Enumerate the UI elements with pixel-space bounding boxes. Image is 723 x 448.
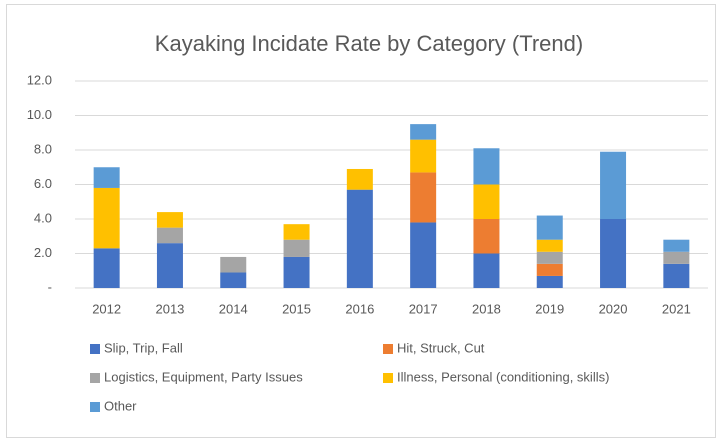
legend-label: Slip, Trip, Fall — [104, 340, 183, 355]
y-tick-label: 8.0 — [34, 141, 52, 156]
bar-segment — [283, 224, 310, 240]
bar-segment — [663, 239, 690, 252]
x-tick-label: 2019 — [535, 301, 564, 316]
y-tick-label: 2.0 — [34, 245, 52, 260]
bar-segment — [600, 219, 627, 288]
bar-segment — [346, 189, 373, 288]
bar-segment — [410, 139, 437, 173]
y-tick-label: 10.0 — [27, 107, 52, 122]
bar-segment — [536, 275, 563, 288]
bar-segment — [663, 251, 690, 264]
x-tick-label: 2020 — [599, 301, 628, 316]
legend-label: Other — [104, 398, 137, 413]
bar-segment — [663, 263, 690, 288]
bar-segment — [473, 148, 500, 185]
x-tick-label: 2021 — [662, 301, 691, 316]
bar-segment — [536, 251, 563, 264]
bar-segment — [220, 256, 247, 273]
bar-segment — [156, 243, 183, 288]
y-tick-label: - — [48, 279, 52, 294]
bar-segment — [473, 184, 500, 219]
bar-segment — [346, 168, 373, 190]
legend-label: Logistics, Equipment, Party Issues — [104, 369, 303, 384]
bar-segment — [410, 172, 437, 223]
bar-segment — [93, 248, 120, 288]
y-tick-label: 6.0 — [34, 176, 52, 191]
legend-swatch — [383, 373, 393, 383]
legend-swatch — [90, 402, 100, 412]
legend-swatch — [383, 344, 393, 354]
legend-swatch — [90, 344, 100, 354]
legend-label: Hit, Struck, Cut — [397, 340, 485, 355]
bar-segment — [410, 124, 437, 140]
bar-segment — [536, 239, 563, 252]
x-tick-label: 2015 — [282, 301, 311, 316]
bar-segment — [220, 272, 247, 288]
chart-title: Kayaking Incidate Rate by Category (Tren… — [155, 31, 583, 56]
x-tick-label: 2018 — [472, 301, 501, 316]
bar-segment — [93, 167, 120, 188]
x-tick-label: 2017 — [409, 301, 438, 316]
bar-segment — [600, 151, 627, 219]
y-tick-label: 12.0 — [27, 72, 52, 87]
bar-segment — [410, 222, 437, 288]
y-tick-label: 4.0 — [34, 210, 52, 225]
bar-segment — [93, 187, 120, 249]
bar-segment — [156, 227, 183, 244]
legend-label: Illness, Personal (conditioning, skills) — [397, 369, 609, 384]
bar-segment — [473, 253, 500, 288]
bar-segment — [536, 215, 563, 240]
x-tick-label: 2012 — [92, 301, 121, 316]
legend-swatch — [90, 373, 100, 383]
x-tick-label: 2016 — [345, 301, 374, 316]
bar-segment — [536, 263, 563, 276]
x-tick-label: 2013 — [155, 301, 184, 316]
bar-segment — [473, 219, 500, 254]
bar-segment — [283, 239, 310, 257]
bar-segment — [283, 256, 310, 288]
x-tick-label: 2014 — [219, 301, 248, 316]
bar-segment — [156, 212, 183, 228]
